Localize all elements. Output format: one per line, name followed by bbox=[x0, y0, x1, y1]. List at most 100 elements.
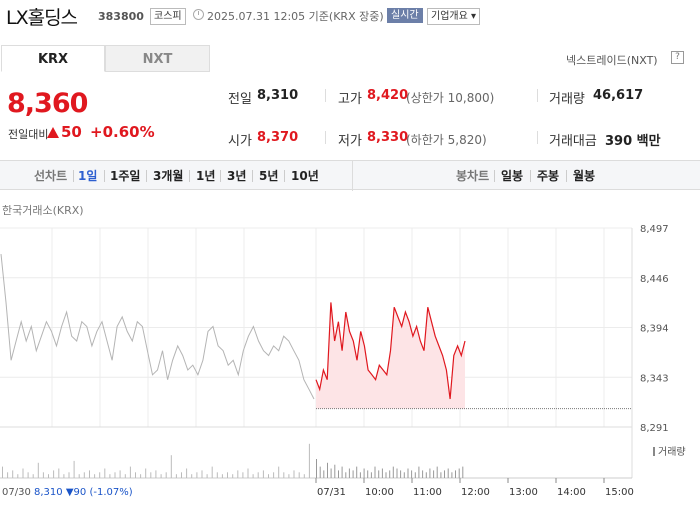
volume-bar bbox=[396, 468, 398, 478]
volume-bar bbox=[175, 474, 177, 478]
period-1w[interactable]: 1주일 bbox=[110, 169, 141, 183]
prev-close-label: 전일 bbox=[228, 92, 252, 107]
period-5y[interactable]: 5년 bbox=[259, 169, 279, 183]
period-3y[interactable]: 3년 bbox=[227, 169, 247, 183]
volume-bar bbox=[356, 466, 358, 478]
amount-value: 390 백만 bbox=[605, 134, 661, 149]
volume-bar bbox=[370, 472, 372, 478]
volume-bar bbox=[359, 472, 361, 478]
candle-daily[interactable]: 일봉 bbox=[501, 169, 524, 183]
x-tick-label: 10:00 bbox=[365, 487, 394, 498]
volume-legend-swatch bbox=[653, 447, 655, 456]
stock-name: LX홀딩스 bbox=[6, 7, 78, 29]
x-tick-label: 14:00 bbox=[557, 487, 586, 498]
volume-bar bbox=[119, 470, 121, 478]
volume-bar bbox=[42, 472, 44, 478]
volume-bar bbox=[114, 472, 116, 478]
volume-bar bbox=[288, 474, 290, 478]
candle-monthly[interactable]: 월봉 bbox=[573, 169, 596, 183]
lower-limit: (하한가 5,820) bbox=[406, 133, 487, 147]
volume-bar bbox=[129, 466, 131, 478]
up-triangle-icon bbox=[47, 127, 59, 138]
realtime-badge: 실시간 bbox=[387, 8, 423, 23]
volume-bar bbox=[186, 468, 188, 478]
period-divider bbox=[284, 170, 285, 182]
volume-bar bbox=[293, 470, 295, 478]
period-divider bbox=[220, 170, 221, 182]
volume-bar bbox=[392, 466, 394, 478]
volume-bar bbox=[27, 472, 29, 478]
low-label: 저가 bbox=[338, 134, 362, 149]
period-1d[interactable]: 1일 bbox=[78, 169, 98, 183]
y-tick-label: 8,497 bbox=[640, 224, 669, 235]
prev-day-change: ▼90 bbox=[65, 487, 87, 498]
nextrade-link[interactable]: 넥스트레이드(NXT) bbox=[566, 54, 658, 67]
candle-chart-label: 봉차트 bbox=[456, 169, 490, 183]
volume-bar bbox=[99, 472, 101, 478]
volume-bar bbox=[7, 472, 9, 478]
volume-bar bbox=[425, 472, 427, 478]
volume-bar bbox=[191, 474, 193, 478]
volume-bar bbox=[308, 443, 310, 478]
period-1y[interactable]: 1년 bbox=[196, 169, 216, 183]
period-10y[interactable]: 10년 bbox=[291, 169, 319, 183]
volume-bar bbox=[109, 474, 111, 478]
volume-bar bbox=[196, 472, 198, 478]
chart-source: 한국거래소(KRX) bbox=[2, 204, 84, 217]
volume-bar bbox=[73, 460, 75, 478]
y-tick-label: 8,446 bbox=[640, 274, 669, 285]
low-value: 8,330 bbox=[367, 130, 409, 145]
volume-bar bbox=[135, 472, 136, 478]
volume-bar bbox=[89, 470, 90, 478]
volume-bar bbox=[22, 468, 24, 478]
tab-krx[interactable]: KRX bbox=[1, 45, 105, 72]
y-tick-label: 8,343 bbox=[640, 373, 669, 384]
volume-bar bbox=[367, 470, 369, 478]
volume-bar bbox=[374, 466, 376, 478]
volume-bar bbox=[227, 472, 228, 478]
period-divider bbox=[189, 170, 190, 182]
open-value: 8,370 bbox=[257, 130, 299, 145]
volume-bar bbox=[150, 472, 152, 478]
candle-weekly[interactable]: 주봉 bbox=[537, 169, 560, 183]
volume-bar bbox=[165, 472, 167, 478]
volume-bar bbox=[201, 470, 203, 478]
tab-nxt[interactable]: NXT bbox=[105, 45, 210, 72]
volume-bar bbox=[257, 472, 259, 478]
volume-bar bbox=[330, 468, 332, 478]
volume-bar bbox=[418, 466, 420, 478]
volume-bar bbox=[140, 474, 142, 478]
y-tick-label: 8,394 bbox=[640, 324, 669, 335]
volume-bar bbox=[455, 470, 456, 478]
volume-bar bbox=[63, 474, 65, 478]
stat-divider bbox=[537, 89, 538, 102]
period-bar: 선차트 1일 1주일 3개월 1년 3년 5년 10년 봉차트 일봉 주봉 월봉 bbox=[0, 160, 700, 191]
volume-bar bbox=[278, 466, 280, 478]
volume-bar bbox=[242, 472, 244, 478]
volume-bar bbox=[2, 466, 3, 478]
volume-bar bbox=[319, 466, 321, 478]
stat-divider bbox=[325, 89, 326, 102]
volume-bar bbox=[268, 474, 269, 478]
x-tick-label: 15:00 bbox=[605, 487, 634, 498]
volume-bar bbox=[389, 470, 391, 478]
volume-bar bbox=[155, 470, 157, 478]
volume-bar bbox=[145, 468, 147, 478]
volume-bar bbox=[262, 470, 264, 478]
x-tick-label: 11:00 bbox=[413, 487, 442, 498]
price-chart[interactable]: 8,497 8,446 8,394 8,343 8,291 07/31 10:00 11:00… bbox=[0, 218, 700, 505]
volume-bar bbox=[348, 468, 350, 478]
prev-close-value: 8,310 bbox=[257, 88, 299, 103]
volume-bar bbox=[444, 470, 445, 478]
volume-bar bbox=[334, 464, 336, 478]
help-icon[interactable]: ? bbox=[671, 51, 684, 64]
volume-bar bbox=[17, 474, 19, 478]
volume-bar bbox=[338, 470, 339, 478]
period-3m[interactable]: 3개월 bbox=[153, 169, 184, 183]
volume-bar bbox=[170, 455, 172, 478]
change-value: 50 bbox=[61, 123, 82, 141]
volume-bar bbox=[381, 468, 383, 478]
prev-day-pct: (-1.07%) bbox=[89, 487, 133, 498]
today-line bbox=[315, 302, 466, 400]
company-info-button[interactable]: 기업개요 ▾ bbox=[427, 8, 480, 25]
